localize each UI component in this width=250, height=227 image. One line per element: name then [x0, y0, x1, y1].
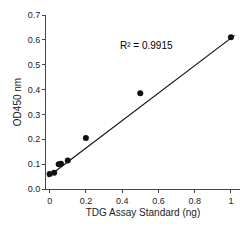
svg-text:0.6: 0.6 [28, 35, 41, 45]
svg-text:0.4: 0.4 [116, 196, 129, 206]
svg-text:0.5: 0.5 [28, 60, 41, 70]
svg-text:0.4: 0.4 [28, 85, 41, 95]
svg-text:0.2: 0.2 [80, 196, 93, 206]
svg-text:OD450 nm: OD450 nm [12, 78, 23, 126]
svg-text:0.2: 0.2 [28, 134, 41, 144]
svg-text:R² = 0.9915: R² = 0.9915 [120, 40, 173, 51]
svg-text:0.1: 0.1 [28, 159, 41, 169]
svg-text:TDG Assay Standard (ng): TDG Assay Standard (ng) [86, 207, 201, 218]
svg-text:1: 1 [228, 196, 233, 206]
svg-text:0.6: 0.6 [152, 196, 165, 206]
svg-text:0.8: 0.8 [188, 196, 201, 206]
svg-text:0.0: 0.0 [28, 184, 41, 194]
svg-text:0.7: 0.7 [28, 10, 41, 20]
svg-text:0.3: 0.3 [28, 110, 41, 120]
svg-text:0: 0 [47, 196, 52, 206]
